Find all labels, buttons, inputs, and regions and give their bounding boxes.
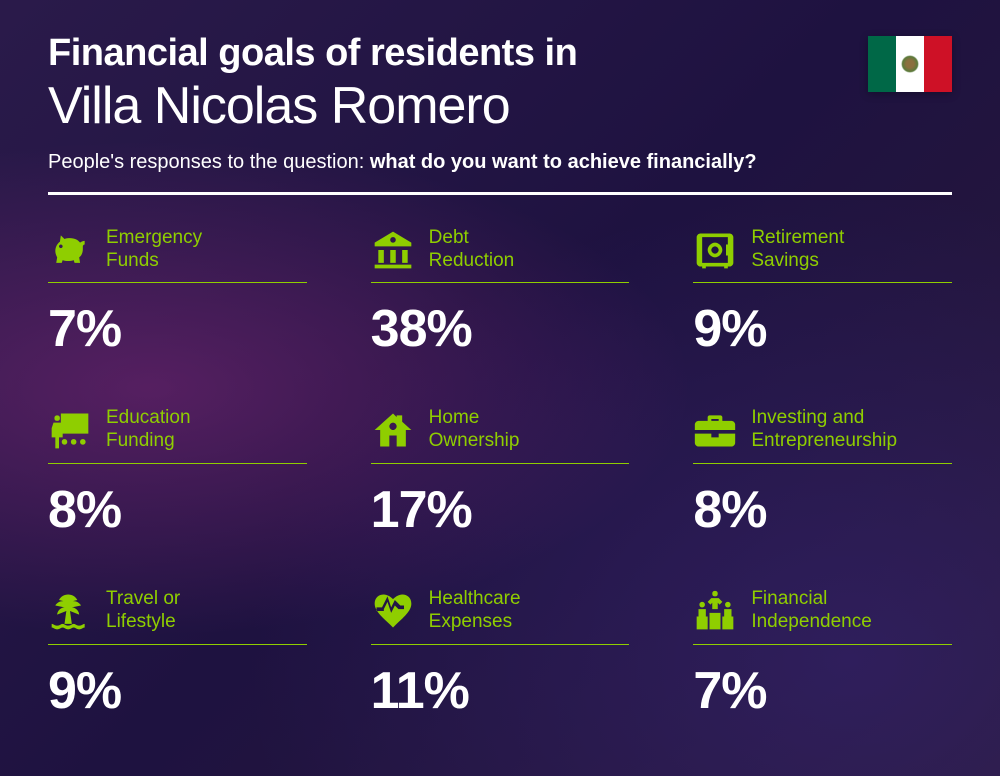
- goal-header: DebtReduction: [371, 227, 630, 284]
- palm-tree-icon: [48, 589, 92, 633]
- subtitle-prefix: People's responses to the question:: [48, 151, 370, 173]
- goal-header: EmergencyFunds: [48, 227, 307, 284]
- goal-item: FinancialIndependence 7%: [693, 588, 952, 721]
- bank-icon: [371, 228, 415, 272]
- mexico-flag: [868, 36, 952, 92]
- goal-header: HomeOwnership: [371, 407, 630, 464]
- goal-label: HealthcareExpenses: [429, 588, 521, 634]
- goal-percentage: 9%: [48, 661, 307, 721]
- goal-item: Investing andEntrepreneurship 8%: [693, 407, 952, 540]
- goal-item: EducationFunding 8%: [48, 407, 307, 540]
- goal-label: HomeOwnership: [429, 407, 520, 453]
- goal-percentage: 7%: [693, 661, 952, 721]
- goal-item: EmergencyFunds 7%: [48, 227, 307, 360]
- goal-percentage: 9%: [693, 299, 952, 359]
- flag-emblem-icon: [901, 55, 919, 73]
- house-icon: [371, 408, 415, 452]
- goal-header: Investing andEntrepreneurship: [693, 407, 952, 464]
- divider: [48, 192, 952, 195]
- goal-header: EducationFunding: [48, 407, 307, 464]
- goal-label: EmergencyFunds: [106, 227, 202, 273]
- goals-grid: EmergencyFunds 7% DebtReduction 38% Reti…: [48, 227, 952, 721]
- goal-header: FinancialIndependence: [693, 588, 952, 645]
- goal-item: RetirementSavings 9%: [693, 227, 952, 360]
- goal-label: FinancialIndependence: [751, 588, 871, 634]
- goal-header: RetirementSavings: [693, 227, 952, 284]
- goal-label: DebtReduction: [429, 227, 515, 273]
- safe-icon: [693, 228, 737, 272]
- briefcase-icon: [693, 408, 737, 452]
- goal-label: Travel orLifestyle: [106, 588, 180, 634]
- goal-percentage: 17%: [371, 480, 630, 540]
- goal-percentage: 7%: [48, 299, 307, 359]
- flag-stripe-red: [924, 36, 952, 92]
- presentation-icon: [48, 408, 92, 452]
- title-line2: Villa Nicolas Romero: [48, 78, 952, 135]
- heart-pulse-icon: [371, 589, 415, 633]
- goal-item: Travel orLifestyle 9%: [48, 588, 307, 721]
- goal-item: HomeOwnership 17%: [371, 407, 630, 540]
- title-line1: Financial goals of residents in: [48, 32, 952, 76]
- subtitle-bold: what do you want to achieve financially?: [370, 151, 757, 173]
- goal-percentage: 8%: [48, 480, 307, 540]
- goal-label: Investing andEntrepreneurship: [751, 407, 897, 453]
- piggy-bank-icon: [48, 228, 92, 272]
- flag-stripe-green: [868, 36, 896, 92]
- goal-percentage: 11%: [371, 661, 630, 721]
- goal-label: RetirementSavings: [751, 227, 844, 273]
- subtitle: People's responses to the question: what…: [48, 151, 952, 174]
- goal-item: DebtReduction 38%: [371, 227, 630, 360]
- podium-icon: [693, 589, 737, 633]
- goal-header: Travel orLifestyle: [48, 588, 307, 645]
- goal-item: HealthcareExpenses 11%: [371, 588, 630, 721]
- goal-percentage: 8%: [693, 480, 952, 540]
- header: Financial goals of residents in Villa Ni…: [48, 32, 952, 135]
- goal-header: HealthcareExpenses: [371, 588, 630, 645]
- goal-label: EducationFunding: [106, 407, 191, 453]
- goal-percentage: 38%: [371, 299, 630, 359]
